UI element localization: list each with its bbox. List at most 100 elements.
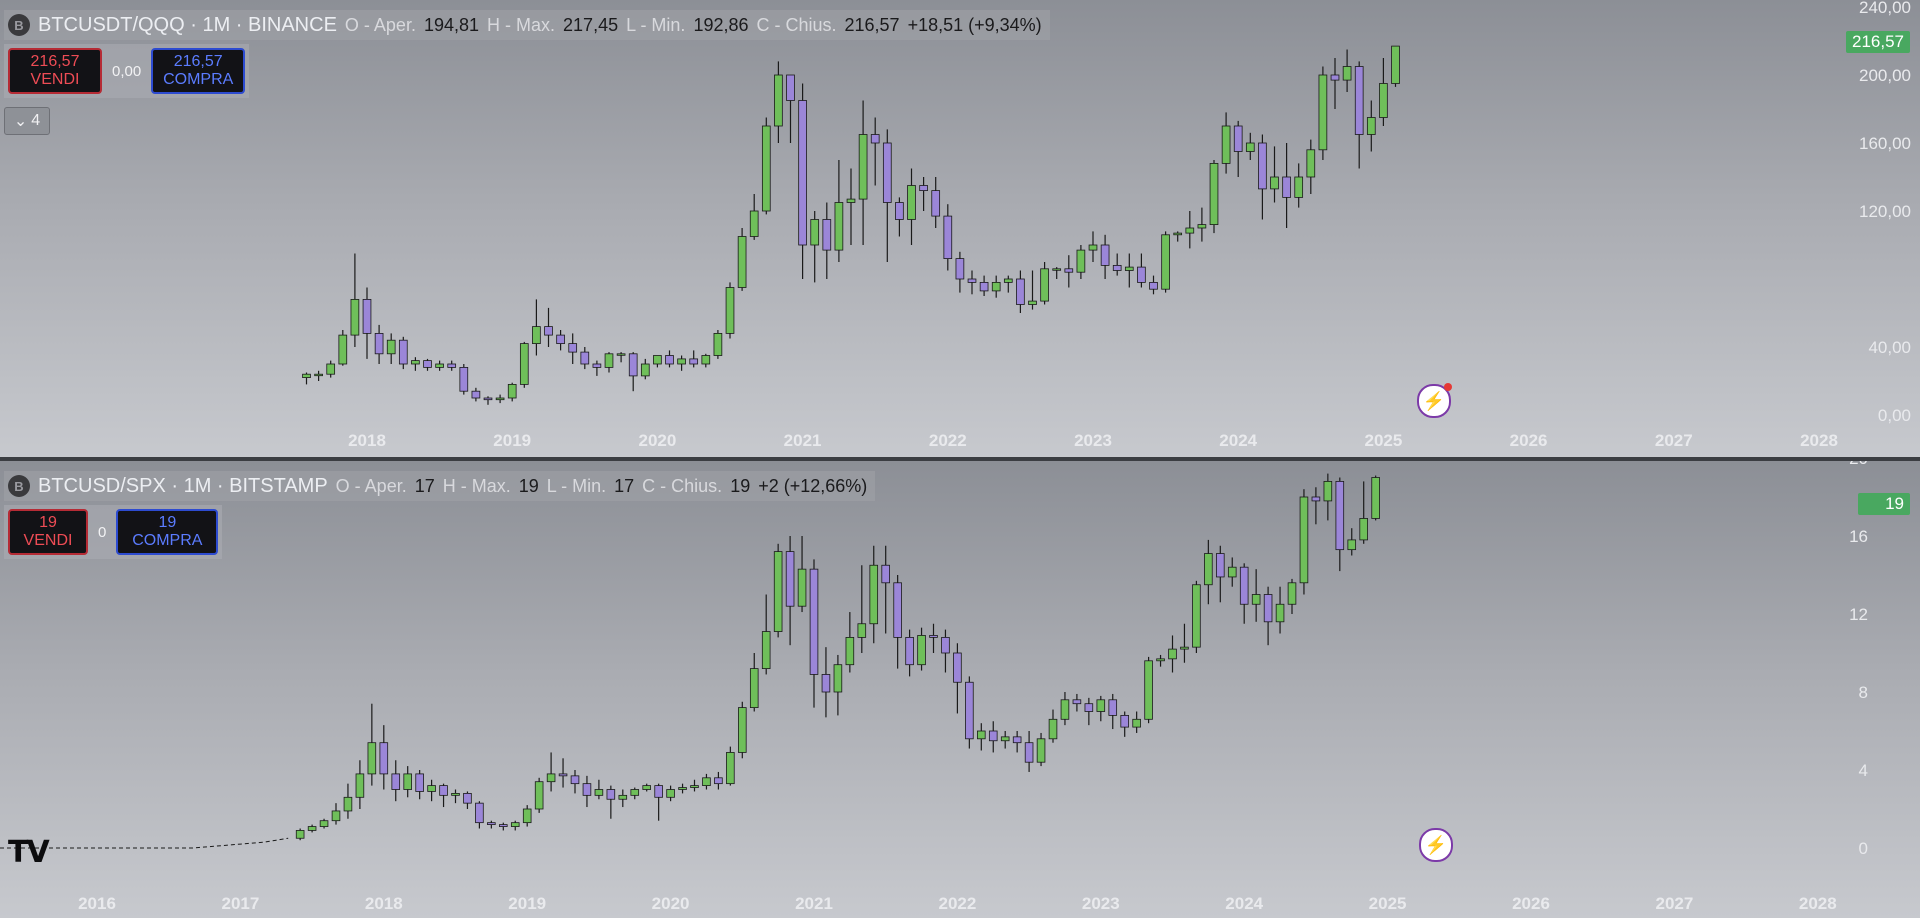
lightning-icon[interactable]: ⚡ — [1417, 383, 1452, 418]
candle — [1354, 61, 1364, 169]
candle — [1000, 731, 1010, 749]
high-label: H - Max. — [442, 475, 511, 496]
sell-label: VENDI — [23, 532, 73, 549]
candle — [1076, 245, 1086, 279]
candle — [1084, 697, 1094, 726]
candle — [435, 360, 444, 371]
candle — [568, 333, 578, 364]
candle — [1335, 477, 1345, 572]
pane-divider[interactable] — [0, 457, 1920, 461]
candle — [749, 653, 759, 712]
candlestick-chart-bottom[interactable]: 2016128402016201720182019202020212022202… — [0, 461, 1920, 918]
chart-pane-top[interactable]: 240,00 200,00 160,00 120,00 40,00 0,00 2018 201… — [0, 0, 1920, 458]
candle — [556, 330, 565, 351]
sell-button[interactable]: 216,57 VENDI — [8, 48, 102, 94]
y-tick-label: 0 — [1859, 839, 1868, 858]
symbol-legend-top: B BTCUSDT/QQQ · 1M · BINANCE O - Aper. 1… — [4, 10, 1050, 40]
candle — [487, 820, 496, 829]
trade-panel-top: 216,57 VENDI 0,00 216,57 COMPRA — [4, 44, 250, 98]
x-tick-label: 2024 — [1219, 431, 1257, 450]
candle — [1251, 569, 1261, 622]
notification-dot — [1444, 383, 1452, 391]
candle — [1221, 112, 1231, 174]
x-tick-label: 2019 — [508, 894, 546, 913]
x-tick-label: 2026 — [1512, 894, 1550, 913]
candle — [917, 627, 926, 671]
candle — [532, 299, 541, 356]
open-value: 17 — [414, 475, 435, 496]
candle — [1072, 693, 1082, 712]
candle — [943, 204, 953, 271]
x-tick-label: 2023 — [1074, 431, 1112, 450]
high-value: 19 — [518, 475, 539, 496]
low-label: L - Min. — [626, 14, 686, 35]
buy-button[interactable]: 216,57 COMPRA — [151, 48, 246, 94]
spread-value: 0 — [98, 523, 107, 541]
sell-label: VENDI — [30, 71, 80, 88]
low-label: L - Min. — [546, 475, 607, 496]
candle — [427, 779, 436, 802]
x-tick-label: 2021 — [784, 431, 822, 450]
candle — [379, 725, 389, 790]
tradingview-logo-icon: TV — [8, 835, 50, 870]
candle — [821, 647, 831, 718]
chart-pane-bottom[interactable]: 2016128402016201720182019202020212022202… — [0, 461, 1920, 918]
candle — [1227, 557, 1237, 587]
candle — [594, 779, 604, 800]
candle — [616, 352, 626, 363]
candle — [834, 160, 844, 262]
x-tick-label: 2018 — [365, 894, 403, 913]
candle — [307, 824, 317, 833]
candle — [1028, 270, 1037, 310]
candle — [955, 251, 965, 293]
candle — [1168, 635, 1177, 673]
candle — [302, 372, 311, 385]
sell-price: 216,57 — [30, 53, 80, 70]
x-tick-label: 2022 — [938, 894, 976, 913]
candle — [604, 352, 614, 373]
candle — [1192, 580, 1201, 653]
candle — [725, 282, 735, 339]
candle — [642, 783, 651, 792]
candle — [1275, 586, 1285, 634]
candle — [1137, 253, 1146, 288]
candle — [1330, 58, 1340, 109]
candle — [713, 330, 723, 359]
high-value: 217,45 — [563, 14, 619, 35]
candle — [355, 760, 365, 809]
candle — [534, 777, 544, 813]
candle — [1185, 211, 1195, 249]
candle — [979, 275, 989, 296]
x-tick-label: 2027 — [1655, 894, 1693, 913]
x-tick-label: 2018 — [348, 431, 386, 450]
y-tick-label: 120,00 — [1859, 202, 1911, 221]
candle — [606, 785, 616, 819]
candle — [774, 61, 783, 143]
candle — [1197, 207, 1207, 242]
trade-panel-bottom: 19 VENDI 0 19 COMPRA — [4, 505, 223, 559]
candle — [544, 307, 553, 347]
candle — [1371, 475, 1380, 521]
y-tick-label: 0,00 — [1878, 406, 1911, 425]
candle — [475, 801, 484, 829]
x-tick-label: 2028 — [1799, 894, 1837, 913]
candle — [519, 341, 529, 388]
candle — [1156, 654, 1165, 667]
candle — [1347, 528, 1357, 556]
candle — [1012, 731, 1022, 753]
lightning-icon[interactable]: ⚡ — [1419, 828, 1453, 862]
candle — [773, 543, 783, 638]
candle — [386, 333, 396, 364]
exchange-logo-icon: B — [8, 475, 30, 497]
sell-price: 19 — [39, 514, 57, 531]
candle — [869, 545, 879, 644]
candle — [1204, 539, 1213, 605]
buy-button[interactable]: 19 COMPRA — [116, 509, 219, 555]
candle — [546, 752, 556, 792]
x-tick-label: 2023 — [1082, 894, 1120, 913]
sell-button[interactable]: 19 VENDI — [8, 509, 88, 555]
symbol-title[interactable]: BTCUSD/SPX · 1M · BITSTAMP — [38, 474, 328, 497]
collapse-indicators-button[interactable]: ⌄ 4 — [4, 107, 50, 135]
symbol-title[interactable]: BTCUSDT/QQQ · 1M · BINANCE — [38, 13, 337, 36]
